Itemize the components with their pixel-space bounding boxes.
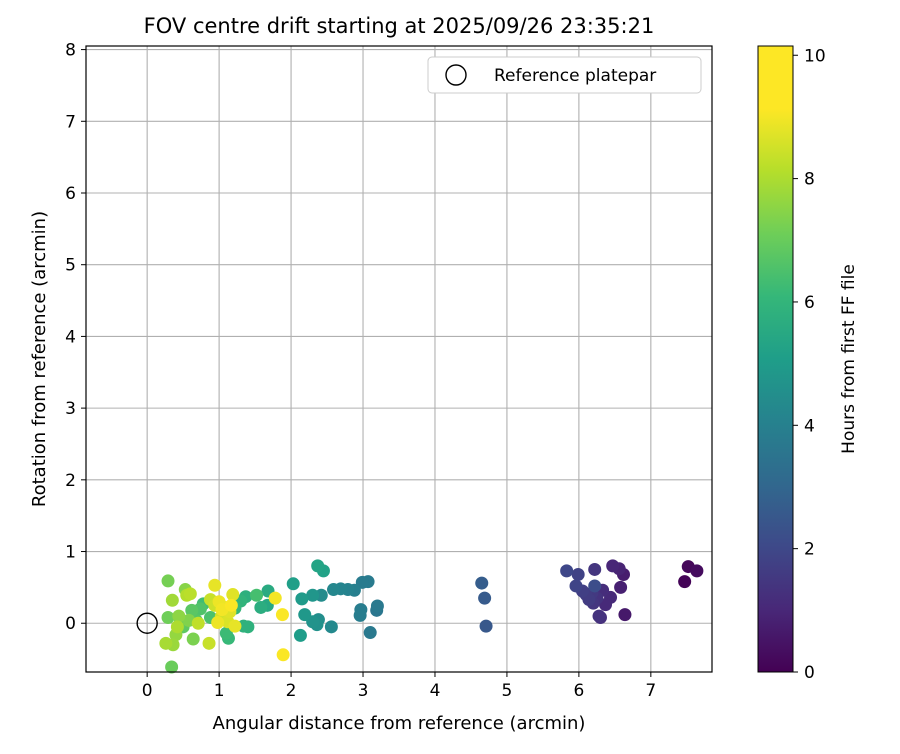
data-point xyxy=(363,626,377,640)
data-point xyxy=(276,648,290,662)
colorbar-tick-label: 2 xyxy=(804,540,815,560)
colorbar-tick-label: 6 xyxy=(804,293,815,313)
x-tick-label: 0 xyxy=(142,681,153,701)
y-tick-label: 3 xyxy=(65,399,76,419)
y-tick-label: 1 xyxy=(65,543,76,563)
x-tick-label: 3 xyxy=(358,681,369,701)
colorbar-tick-label: 4 xyxy=(804,416,815,436)
x-tick-label: 2 xyxy=(286,681,297,701)
data-point xyxy=(306,588,320,602)
data-point xyxy=(165,593,179,607)
data-point xyxy=(479,619,493,633)
data-point xyxy=(186,632,200,646)
y-axis-label: Rotation from reference (arcmin) xyxy=(29,211,50,507)
legend-marker-open-circle xyxy=(445,64,467,86)
x-axis-ticks: 0 1 2 3 4 5 6 7 xyxy=(142,672,656,701)
data-point xyxy=(275,608,289,622)
data-point xyxy=(211,616,225,630)
data-point xyxy=(560,564,574,578)
data-point xyxy=(165,660,179,674)
colorbar-ticks: 0 2 4 6 8 10 xyxy=(793,46,826,683)
data-point xyxy=(170,620,184,634)
colorbar-tick-label: 8 xyxy=(804,170,815,190)
x-axis-label: Angular distance from reference (arcmin) xyxy=(213,713,586,734)
data-point xyxy=(185,603,199,617)
data-point xyxy=(614,580,628,594)
colorbar-tick-label: 0 xyxy=(804,663,815,683)
data-point xyxy=(208,578,222,592)
legend-label: Reference platepar xyxy=(494,66,656,86)
data-point xyxy=(324,620,338,634)
colorbar-gradient xyxy=(757,45,794,673)
y-tick-label: 7 xyxy=(65,112,76,132)
grid-lines xyxy=(86,46,712,672)
legend: Reference platepar xyxy=(427,56,702,94)
data-point xyxy=(618,608,632,622)
data-point xyxy=(191,616,205,630)
data-point xyxy=(202,636,216,650)
data-point xyxy=(159,636,173,650)
x-tick-label: 6 xyxy=(573,681,584,701)
x-tick-label: 7 xyxy=(645,681,656,701)
data-point xyxy=(219,626,233,640)
data-point xyxy=(286,577,300,591)
data-point xyxy=(478,591,492,605)
y-tick-label: 2 xyxy=(65,471,76,491)
data-point xyxy=(254,600,268,614)
data-point xyxy=(355,575,369,589)
colorbar-tick-label: 10 xyxy=(804,46,826,66)
data-point xyxy=(571,567,585,581)
data-point xyxy=(161,574,175,588)
data-point xyxy=(161,611,175,625)
data-point xyxy=(295,592,309,606)
data-point xyxy=(370,599,384,613)
data-point xyxy=(228,619,242,633)
reference-marker xyxy=(136,612,158,634)
colorbar: 0 2 4 6 8 10 Hours from first FF file xyxy=(757,45,859,683)
y-tick-label: 6 xyxy=(65,184,76,204)
data-point xyxy=(353,608,367,622)
data-point xyxy=(311,559,325,573)
chart-title: FOV centre drift starting at 2025/09/26 … xyxy=(144,14,655,38)
data-point xyxy=(293,628,307,642)
data-point xyxy=(298,608,312,622)
data-point xyxy=(569,579,583,593)
data-point xyxy=(224,598,238,612)
data-point xyxy=(690,564,704,578)
y-tick-label: 4 xyxy=(65,327,76,347)
data-point xyxy=(327,583,341,597)
data-point xyxy=(678,575,692,589)
y-tick-label: 0 xyxy=(65,614,76,634)
plot-frame xyxy=(85,45,713,673)
y-tick-label: 8 xyxy=(65,41,76,61)
data-point xyxy=(172,609,186,623)
x-tick-label: 1 xyxy=(214,681,225,701)
data-points xyxy=(159,559,704,674)
x-tick-label: 4 xyxy=(430,681,441,701)
data-point xyxy=(183,587,197,601)
legend-box xyxy=(427,56,702,94)
reference-platepar-marker xyxy=(136,612,158,634)
colorbar-label: Hours from first FF file xyxy=(839,264,859,454)
data-point xyxy=(226,588,240,602)
y-axis-ticks: 0 1 2 3 4 5 6 7 8 xyxy=(65,41,86,634)
data-point xyxy=(588,579,602,593)
data-point xyxy=(588,562,602,576)
y-tick-label: 5 xyxy=(65,256,76,276)
x-tick-label: 5 xyxy=(502,681,513,701)
data-point xyxy=(250,588,264,602)
data-point xyxy=(592,609,606,623)
data-point xyxy=(475,576,489,590)
data-point xyxy=(268,591,282,605)
data-point xyxy=(606,559,620,573)
